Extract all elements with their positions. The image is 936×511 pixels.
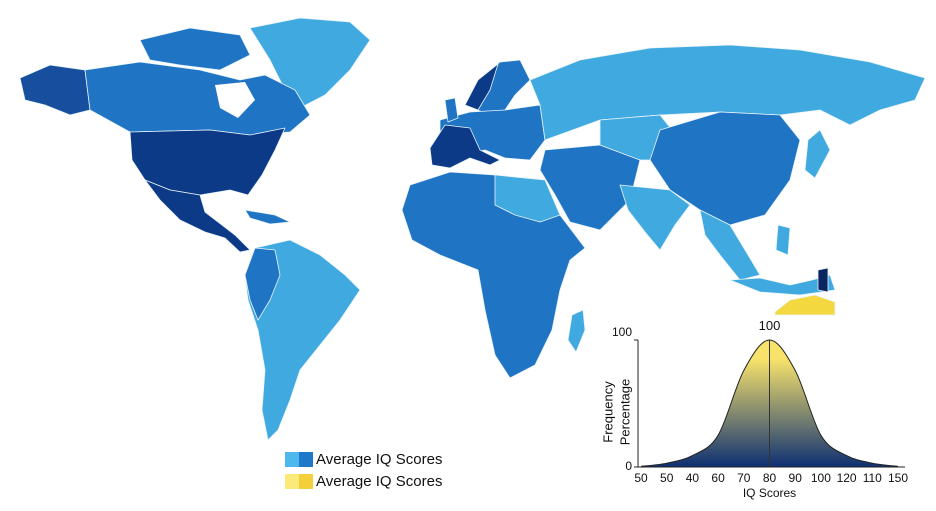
japan — [804, 129, 831, 179]
southeast-asia — [699, 209, 761, 281]
uk — [444, 97, 459, 123]
arctic-islands — [139, 27, 251, 71]
hudson-bay — [215, 82, 255, 118]
india — [619, 184, 691, 251]
norway — [464, 63, 499, 111]
x-tick-label: 90 — [789, 471, 803, 485]
caribbean — [244, 209, 291, 225]
legend: Average IQ Scores Average IQ Scores — [285, 451, 442, 490]
legend-label: Average IQ Scores — [316, 473, 442, 490]
legend-swatch — [299, 474, 313, 489]
mexico — [144, 179, 251, 253]
south-america-west — [244, 247, 281, 321]
philippines — [775, 224, 791, 256]
legend-label: Average IQ Scores — [316, 451, 442, 468]
x-tick-label: 50 — [660, 471, 674, 485]
legend-swatch — [285, 474, 299, 489]
legend-swatch — [285, 452, 299, 467]
legend-swatch — [299, 452, 313, 467]
western-europe — [429, 124, 501, 169]
world-map — [19, 17, 926, 441]
y-tick-label: 0 — [625, 459, 632, 473]
papua — [817, 267, 829, 293]
greenland — [249, 17, 371, 109]
x-tick-label: 150 — [888, 471, 908, 485]
y-axis-label: Percentage — [617, 379, 632, 446]
y-axis-label: Frequency — [600, 381, 615, 443]
x-tick-label: 120 — [837, 471, 857, 485]
africa — [401, 171, 586, 379]
x-tick-label: 110 — [863, 471, 882, 485]
north-africa — [494, 174, 561, 223]
x-tick-label: 60 — [711, 471, 725, 485]
peak-label: 100 — [759, 318, 781, 333]
x-tick-label: 50 — [634, 471, 648, 485]
alaska — [19, 64, 91, 116]
y-tick-label: 100 — [612, 325, 632, 339]
x-axis-label: IQ Scores — [743, 486, 796, 500]
x-tick-label: 80 — [763, 471, 777, 485]
x-tick-label: 40 — [686, 471, 700, 485]
australia — [774, 294, 836, 316]
russia — [529, 44, 926, 141]
indonesia — [729, 274, 836, 296]
x-tick-label: 70 — [737, 471, 751, 485]
china — [649, 111, 801, 226]
madagascar — [567, 309, 586, 353]
x-tick-label: 100 — [811, 471, 831, 485]
inset-chart: 100 0 100 50 50 40 60 70 80 90 100 120 110 150 IQ Scor… — [600, 318, 908, 500]
